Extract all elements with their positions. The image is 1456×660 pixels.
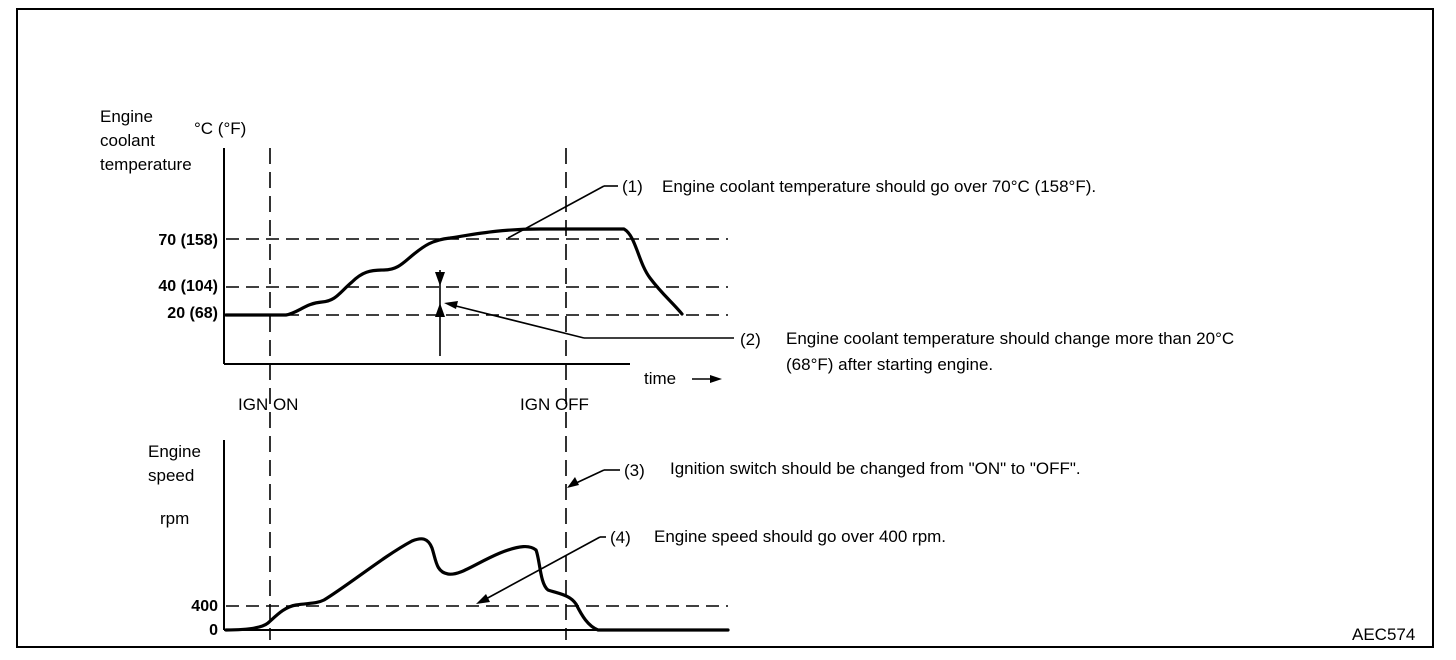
top-level-40: 40 (104) [158,278,218,295]
callout-3-number: (3) [624,461,645,480]
callout-2-text-line-1: Engine coolant temperature should change… [786,329,1234,348]
callout-2-number: (2) [740,330,761,349]
bottom-unit-label: rpm [160,509,189,528]
callout-2-leader [451,304,585,339]
callout-2: (2) Engine coolant temperature should ch… [444,301,1234,374]
callout-1-text: Engine coolant temperature should go ove… [662,177,1096,196]
bottom-chart: Engine speed rpm 400 0 [148,440,730,639]
figure-code: AEC574 [1352,625,1415,644]
bottom-level-0: 0 [209,622,218,639]
bottom-level-400: 400 [191,598,218,615]
top-ylabel-line-2: coolant [100,131,155,150]
callout-3-arrowhead [567,477,579,488]
time-label: time [644,369,676,388]
callout-4-text: Engine speed should go over 400 rpm. [654,527,946,546]
engine-speed-curve [224,537,730,632]
callout-4-leader [483,536,601,601]
top-ylabel-line-3: temperature [100,155,192,174]
top-unit-label: °C (°F) [194,119,246,138]
callout-3-text: Ignition switch should be changed from "… [670,459,1081,478]
top-level-20: 20 (68) [167,305,218,322]
delta-arrow-down-head [435,272,445,286]
callout-2-arrowhead [444,301,458,309]
delta-arrow-up-head [435,303,445,317]
ign-on-label: IGN ON [238,395,298,414]
callout-4: (4) Engine speed should go over 400 rpm. [476,527,946,604]
callout-1-number: (1) [622,177,643,196]
callout-4-number: (4) [610,528,631,547]
callout-1: (1) Engine coolant temperature should go… [507,177,1096,239]
callout-2-text-line-2: (68°F) after starting engine. [786,355,993,374]
coolant-temperature-curve [224,227,684,317]
time-arrow-head [710,375,722,383]
top-ylabel-line-1: Engine [100,107,153,126]
top-chart: Engine coolant temperature °C (°F) 70 (1… [100,107,728,388]
callout-3: (3) Ignition switch should be changed fr… [567,459,1081,488]
bottom-ylabel-line-2: speed [148,466,194,485]
callout-3-leader [573,469,605,485]
ign-off-label: IGN OFF [520,395,589,414]
bottom-ylabel-line-1: Engine [148,442,201,461]
callout-1-leader [507,185,605,239]
callout-4-arrowhead [476,594,490,604]
diagram-frame [16,8,1434,648]
top-level-70: 70 (158) [158,232,218,249]
